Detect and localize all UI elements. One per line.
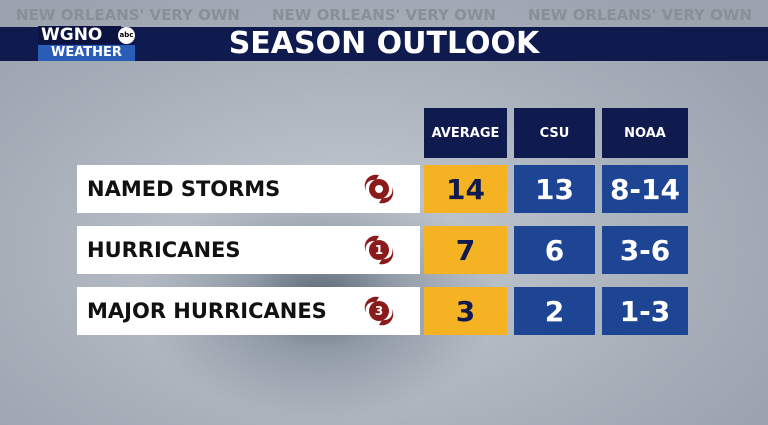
tagline: NEW ORLEANS' VERY OWN bbox=[528, 6, 752, 24]
value-cell: 14 bbox=[424, 165, 507, 213]
hurricane-symbol bbox=[364, 235, 394, 265]
row-label: NAMED STORMS bbox=[77, 165, 420, 213]
logo-network: abc bbox=[118, 27, 135, 44]
icon-number: 1 bbox=[374, 243, 384, 257]
row-label: MAJOR HURRICANES bbox=[77, 287, 420, 335]
icon-number: 3 bbox=[374, 304, 384, 318]
value-cell: 3-6 bbox=[602, 226, 688, 274]
value-cell: 13 bbox=[514, 165, 595, 213]
value-cell: 8-14 bbox=[602, 165, 688, 213]
hurricane-icon bbox=[358, 291, 400, 331]
value-cell: 1-3 bbox=[602, 287, 688, 335]
hurricane-icon bbox=[358, 230, 400, 270]
value-cell: 3 bbox=[424, 287, 507, 335]
tagline: NEW ORLEANS' VERY OWN bbox=[272, 6, 496, 24]
column-header: CSU bbox=[514, 108, 595, 158]
value-cell: 2 bbox=[514, 287, 595, 335]
logo-brand: WEATHER bbox=[38, 45, 135, 61]
column-header: AVERAGE bbox=[424, 108, 507, 158]
hurricane-symbol bbox=[364, 174, 394, 204]
hurricane-symbol bbox=[364, 296, 394, 326]
value-cell: 7 bbox=[424, 226, 507, 274]
logo-station: WGNO bbox=[38, 26, 121, 44]
logo: WGNO abc WEATHER bbox=[38, 26, 136, 62]
column-header: NOAA bbox=[602, 108, 688, 158]
tagline: NEW ORLEANS' VERY OWN bbox=[16, 6, 240, 24]
hurricane-icon bbox=[358, 169, 400, 209]
row-label: HURRICANES bbox=[77, 226, 420, 274]
value-cell: 6 bbox=[514, 226, 595, 274]
title: SEASON OUTLOOK bbox=[228, 26, 540, 61]
